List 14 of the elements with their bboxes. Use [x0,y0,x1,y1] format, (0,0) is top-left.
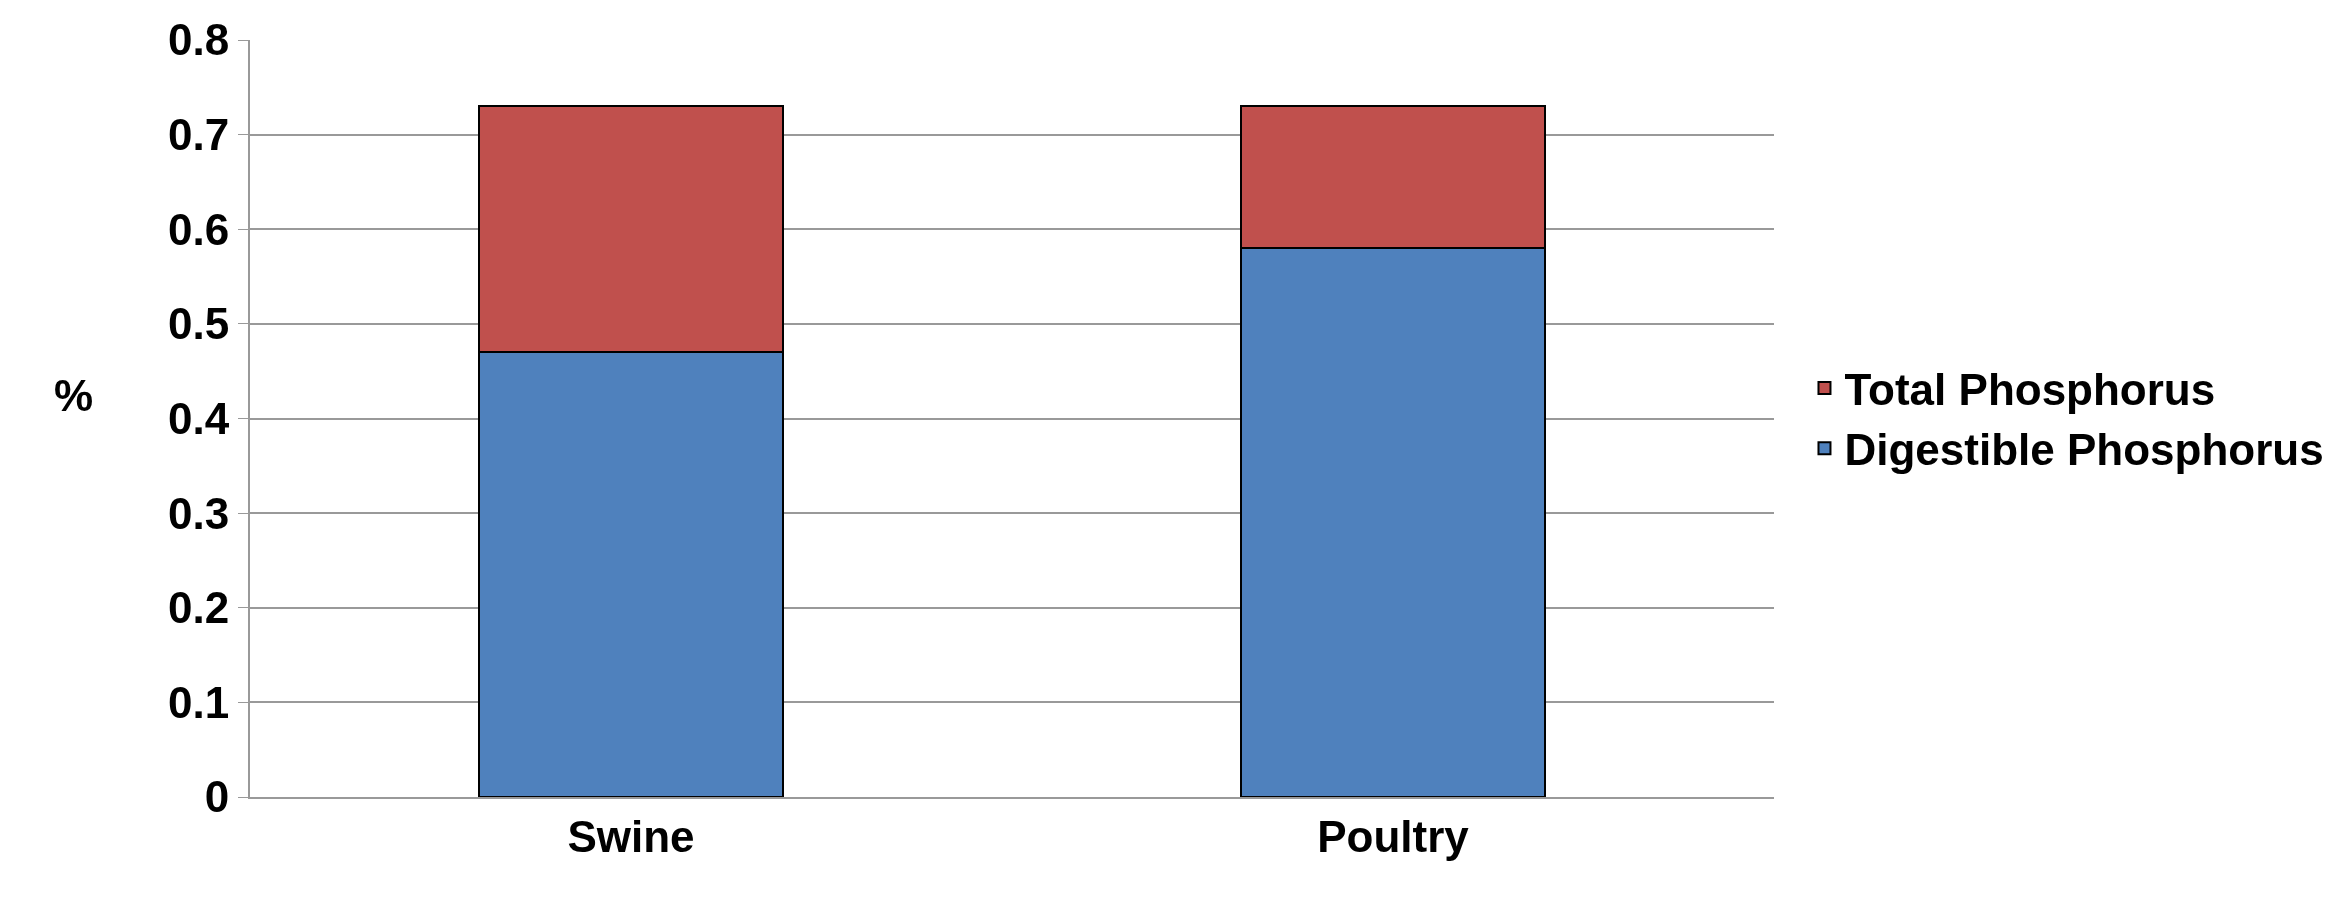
y-tick-label: 0.2 [168,583,230,633]
y-tick-label: 0.7 [168,110,230,160]
legend-label: Total Phosphorus [1844,365,2216,415]
y-tick-label: 0.1 [168,677,230,727]
y-tick-label: 0.5 [168,299,230,349]
legend-label: Digestible Phosphorus [1844,425,2324,475]
y-tick-label: 0.6 [168,204,230,254]
x-tick-label: Poultry [1317,811,1470,861]
y-tick-label: 0.4 [168,393,230,443]
x-tick-label: Swine [567,811,695,861]
y-tick-label: 0.3 [168,488,230,538]
y-axis-title: % [54,371,94,420]
y-tick-label: 0.8 [168,15,230,65]
y-tick-label: 0 [204,772,230,822]
